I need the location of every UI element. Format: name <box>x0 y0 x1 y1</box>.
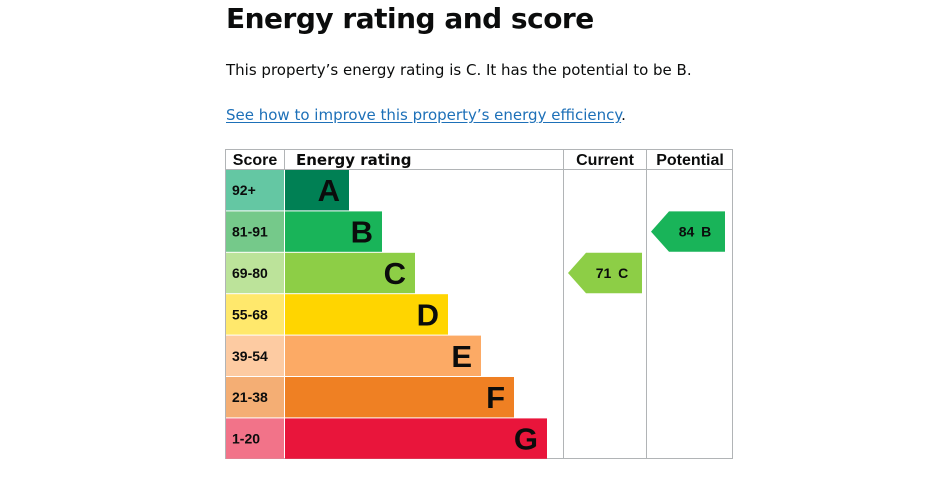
score-cell-g <box>226 418 284 459</box>
rating-bar-f <box>285 377 514 418</box>
header-energy-rating: Energy rating <box>296 151 411 169</box>
score-label-b: 81-91 <box>232 224 268 240</box>
current-marker-label: 71 C <box>596 265 629 281</box>
score-label-a: 92+ <box>232 182 256 198</box>
score-cell-d <box>226 294 284 335</box>
rating-summary: This property’s energy rating is C. It h… <box>226 61 692 79</box>
rating-letter-f: F <box>486 380 505 415</box>
rating-bar-c <box>285 252 415 294</box>
header-current: Current <box>576 152 634 169</box>
rating-bar-g <box>285 418 547 459</box>
rating-letter-g: G <box>514 422 538 457</box>
score-cell-b <box>226 211 284 252</box>
rating-bar-d <box>285 294 448 335</box>
potential-marker <box>651 211 725 252</box>
score-label-e: 39-54 <box>232 348 268 364</box>
improve-paragraph: See how to improve this property’s energ… <box>226 105 626 125</box>
rating-bar-e <box>285 335 481 376</box>
score-cell-c <box>226 252 284 294</box>
rating-letter-a: A <box>318 173 340 208</box>
current-marker <box>568 252 642 294</box>
score-label-d: 55-68 <box>232 306 268 322</box>
header-score: Score <box>233 152 278 169</box>
header-potential: Potential <box>656 152 724 169</box>
score-cell-a <box>226 170 284 211</box>
improve-efficiency-link[interactable]: See how to improve this property’s energ… <box>226 106 622 124</box>
score-label-g: 1-20 <box>232 431 260 447</box>
column-headers: Score Energy rating Current Potential <box>233 151 724 169</box>
potential-marker-label: 84 B <box>679 224 712 240</box>
rating-letter-b: B <box>351 215 373 250</box>
link-suffix: . <box>621 106 626 124</box>
score-label-f: 21-38 <box>232 389 268 405</box>
rating-letter-e: E <box>451 339 472 374</box>
rating-bar-b <box>285 211 382 252</box>
rating-letter-d: D <box>417 297 439 332</box>
rating-bar-a <box>285 170 349 211</box>
rating-letter-c: C <box>384 256 406 291</box>
rating-markers: 71 C 84 B <box>568 211 725 294</box>
rating-bands: 92+ A 81-91 B 69-80 C 55-68 D 39-54 E 21-38 F 1-20 G <box>226 170 547 459</box>
score-cell-f <box>226 377 284 418</box>
page-title: Energy rating and score <box>226 2 594 35</box>
score-label-c: 69-80 <box>232 265 268 281</box>
score-cell-e <box>226 335 284 376</box>
